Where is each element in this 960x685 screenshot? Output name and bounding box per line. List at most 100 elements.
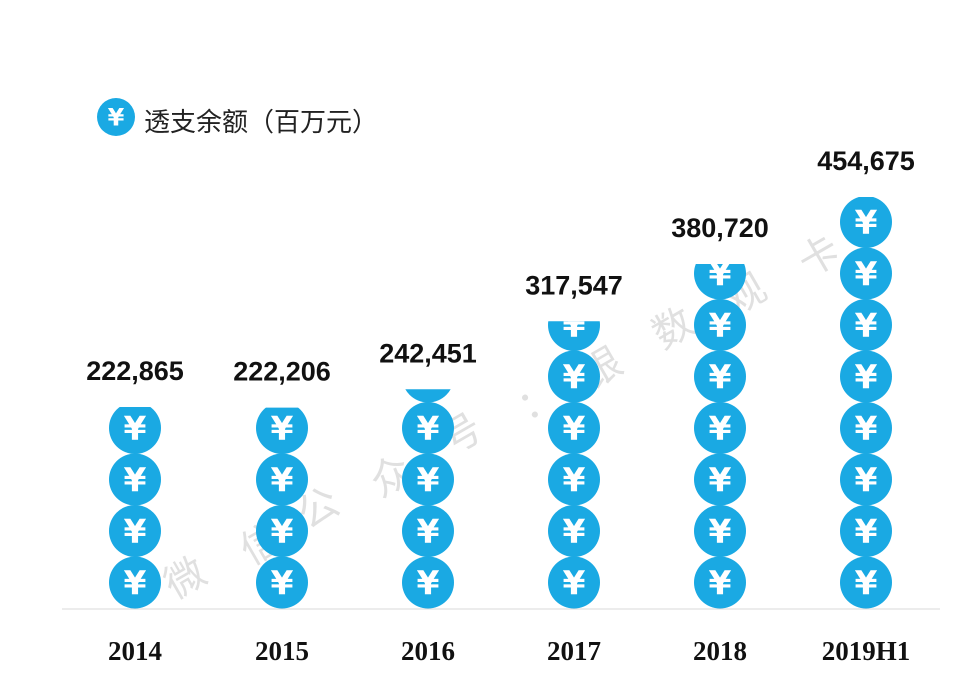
watermark-char: 数 <box>645 299 703 359</box>
svg-text:¥: ¥ <box>855 563 878 602</box>
svg-text:¥: ¥ <box>271 408 294 447</box>
value-label: 317,547 <box>525 270 623 300</box>
category-label: 2017 <box>547 636 601 666</box>
coin: ¥ <box>402 505 454 557</box>
coin: ¥ <box>694 453 746 506</box>
coin: ¥ <box>548 505 600 557</box>
coin: ¥ <box>840 402 892 454</box>
coin: ¥ <box>402 402 454 454</box>
svg-text:¥: ¥ <box>417 563 440 602</box>
bar-2016: ¥¥¥¥¥¥ <box>402 357 454 609</box>
bar-2019H1: ¥¥¥¥¥¥¥¥¥ <box>840 197 892 609</box>
bar-2015: ¥¥¥¥¥ <box>256 407 308 609</box>
svg-text:¥: ¥ <box>108 103 125 131</box>
svg-text:¥: ¥ <box>124 563 147 602</box>
value-label: 222,206 <box>233 357 331 387</box>
value-labels: 222,865 222,206 242,451 317,547 380,720 454,6… <box>86 146 915 387</box>
coin: ¥ <box>694 402 746 454</box>
coin: ¥ <box>840 505 892 557</box>
svg-text:¥: ¥ <box>124 511 147 550</box>
coin: ¥ <box>109 505 161 557</box>
coin: ¥ <box>840 556 892 609</box>
coin-stack: ¥¥¥¥¥¥¥¥ <box>694 254 746 609</box>
coin: ¥ <box>402 453 454 506</box>
svg-text:¥: ¥ <box>855 460 878 499</box>
svg-text:¥: ¥ <box>271 460 294 499</box>
bar-2014: ¥¥¥¥¥ <box>109 407 161 609</box>
coin: ¥ <box>548 350 600 403</box>
value-label: 380,720 <box>671 213 769 243</box>
legend-label: 透支余额（百万元） <box>144 108 378 138</box>
coin: ¥ <box>402 556 454 609</box>
coin: ¥ <box>548 453 600 506</box>
svg-text:¥: ¥ <box>855 408 878 447</box>
coin: ¥ <box>694 350 746 403</box>
value-label: 454,675 <box>817 146 915 176</box>
value-label: 242,451 <box>379 338 477 368</box>
coin-stack: ¥¥¥¥¥¥¥ <box>548 305 600 609</box>
svg-text:¥: ¥ <box>855 357 878 396</box>
coin: ¥ <box>694 254 746 300</box>
coin-stack: ¥¥¥¥¥¥ <box>402 357 454 609</box>
svg-text:¥: ¥ <box>563 563 586 602</box>
coin: ¥ <box>109 453 161 506</box>
bar-2018: ¥¥¥¥¥¥¥¥ <box>694 254 746 609</box>
coin: ¥ <box>109 556 161 609</box>
svg-text:¥: ¥ <box>417 357 440 396</box>
svg-text:¥: ¥ <box>709 563 732 602</box>
svg-text:¥: ¥ <box>709 511 732 550</box>
svg-text:¥: ¥ <box>855 511 878 550</box>
svg-text:¥: ¥ <box>124 460 147 499</box>
coin: ¥ <box>694 556 746 609</box>
svg-text:¥: ¥ <box>855 254 878 293</box>
coin: ¥ <box>840 197 892 248</box>
svg-text:¥: ¥ <box>271 511 294 550</box>
coin: ¥ <box>405 357 451 403</box>
svg-text:¥: ¥ <box>417 511 440 550</box>
category-label: 2018 <box>693 636 747 666</box>
svg-text:¥: ¥ <box>709 254 732 293</box>
coin: ¥ <box>256 453 308 506</box>
coin: ¥ <box>548 305 600 351</box>
svg-text:¥: ¥ <box>709 305 732 344</box>
svg-text:¥: ¥ <box>709 460 732 499</box>
yen-coin-icon: ¥ <box>97 98 135 136</box>
svg-text:¥: ¥ <box>124 408 147 447</box>
coin: ¥ <box>256 556 308 609</box>
value-label: 222,865 <box>86 356 184 386</box>
coin: ¥ <box>548 556 600 609</box>
category-label: 2014 <box>108 636 162 666</box>
svg-text:¥: ¥ <box>417 460 440 499</box>
watermark-char: 微 <box>157 549 215 609</box>
svg-text:¥: ¥ <box>563 408 586 447</box>
watermark-char: 卡 <box>791 227 849 287</box>
coin: ¥ <box>548 402 600 454</box>
svg-text:¥: ¥ <box>855 202 878 241</box>
svg-text:¥: ¥ <box>709 408 732 447</box>
bars: ¥¥¥¥¥¥¥¥¥¥¥¥¥¥¥¥¥¥¥¥¥¥¥¥¥¥¥¥¥¥¥¥¥¥¥¥¥¥¥¥ <box>109 197 892 609</box>
svg-text:¥: ¥ <box>563 460 586 499</box>
bar-2017: ¥¥¥¥¥¥¥ <box>548 305 600 609</box>
coin: ¥ <box>840 299 892 351</box>
svg-text:¥: ¥ <box>271 563 294 602</box>
svg-text:¥: ¥ <box>709 357 732 396</box>
category-labels: 2014 2015 2016 2017 2018 2019H1 <box>108 636 910 666</box>
category-label: 2015 <box>255 636 309 666</box>
coin: ¥ <box>694 299 746 351</box>
category-label: 2019H1 <box>822 636 911 666</box>
svg-text:¥: ¥ <box>563 357 586 396</box>
svg-text:¥: ¥ <box>417 408 440 447</box>
legend-coin: ¥ <box>97 98 135 136</box>
legend: ¥ 透支余额（百万元） <box>97 98 378 138</box>
coin: ¥ <box>840 350 892 403</box>
svg-text:¥: ¥ <box>563 511 586 550</box>
coin: ¥ <box>109 407 161 454</box>
coin: ¥ <box>840 247 892 300</box>
coin: ¥ <box>840 453 892 506</box>
coin: ¥ <box>694 505 746 557</box>
category-label: 2016 <box>401 636 455 666</box>
svg-text:¥: ¥ <box>563 305 586 344</box>
coin-stack: ¥¥¥¥¥ <box>109 407 161 609</box>
coin-stack: ¥¥¥¥¥ <box>256 407 308 609</box>
